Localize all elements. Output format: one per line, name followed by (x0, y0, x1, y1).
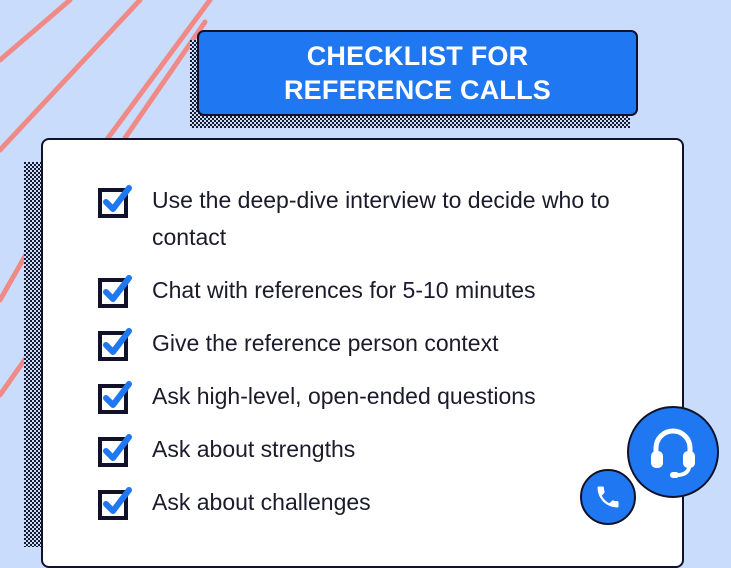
checkbox-checked-icon (98, 328, 132, 361)
checkbox-checked-icon (98, 275, 132, 308)
checklist-item: Use the deep-dive interview to decide wh… (98, 182, 632, 256)
checklist-item: Ask high-level, open-ended questions (98, 378, 632, 415)
checkbox-checked-icon (98, 434, 132, 467)
checklist-item-text: Chat with references for 5-10 minutes (152, 277, 536, 303)
checklist-item: Ask about challenges (98, 484, 632, 521)
checklist-item: Give the reference person context (98, 325, 632, 362)
phone-icon (597, 486, 619, 508)
checklist-item-text: Use the deep-dive interview to decide wh… (152, 187, 610, 250)
checkbox-checked-icon (98, 487, 132, 520)
headset-icon (651, 428, 695, 478)
checklist-item-text: Ask high-level, open-ended questions (152, 383, 536, 409)
checklist-item-text: Give the reference person context (152, 330, 499, 356)
checkbox-checked-icon (98, 185, 132, 218)
title-line-1: CHECKLIST FOR (306, 41, 529, 71)
headset-badge (627, 406, 719, 498)
checklist-item: Ask about strengths (98, 431, 632, 468)
phone-badge (580, 469, 636, 525)
page-title: CHECKLIST FOR REFERENCE CALLS (197, 30, 638, 116)
title-line-2: REFERENCE CALLS (283, 75, 551, 105)
checklist-item-text: Ask about strengths (152, 436, 356, 462)
checklist-item-text: Ask about challenges (152, 489, 371, 515)
checklist-item: Chat with references for 5-10 minutes (98, 272, 632, 309)
checkbox-checked-icon (98, 381, 132, 414)
